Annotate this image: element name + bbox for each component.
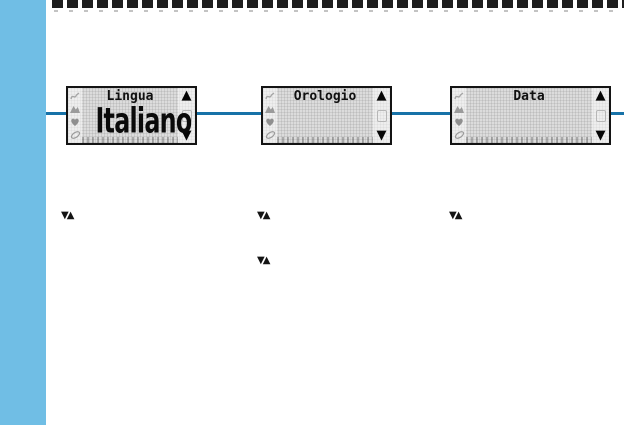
- exercise-curve-icon: [265, 92, 275, 100]
- down-arrow-icon: ▼: [595, 128, 606, 143]
- screen-title: Lingua: [106, 89, 154, 104]
- watch-button-icon: [595, 110, 606, 122]
- arrow-column: ▲ ▼: [373, 88, 390, 143]
- lcd-screen-orologio: Orologio ▲ ▼: [261, 86, 392, 145]
- altitude-icon: [70, 106, 80, 113]
- lcd-screen-lingua: Lingua Italiano ▲ ▼: [66, 86, 197, 145]
- heart-rate-icon: [266, 118, 274, 126]
- mode-icon-column: [452, 88, 466, 143]
- altitude-icon: [454, 106, 464, 113]
- running-shoe-icon: [265, 131, 275, 139]
- arrow-column: ▲ ▼: [592, 88, 609, 143]
- watch-button-icon: [181, 110, 192, 122]
- altitude-icon: [265, 106, 275, 113]
- screen-title: Data: [513, 89, 545, 104]
- lcd-display-area: Lingua Italiano: [82, 88, 192, 143]
- header-perforated-bar: [52, 0, 624, 8]
- exercise-curve-icon: [70, 92, 80, 100]
- up-arrow-icon: ▲: [595, 88, 606, 103]
- mode-icon-column: [68, 88, 82, 143]
- lcd-display-area: Orologio: [277, 88, 373, 143]
- updown-buttons-hint: ▼▲: [257, 255, 270, 266]
- lcd-screen-data: Data ▲ ▼: [450, 86, 611, 145]
- running-shoe-icon: [70, 131, 80, 139]
- heart-rate-icon: [71, 118, 79, 126]
- header-dotted-row: [54, 10, 624, 12]
- exercise-curve-icon: [454, 92, 464, 100]
- mode-icon-column: [263, 88, 277, 143]
- updown-buttons-hint: ▼▲: [61, 210, 74, 221]
- margin-accent-bar: [0, 0, 46, 425]
- down-arrow-icon: ▼: [181, 128, 192, 143]
- down-arrow-icon: ▼: [376, 128, 387, 143]
- up-arrow-icon: ▲: [376, 88, 387, 103]
- screen-value: Italiano: [95, 99, 192, 141]
- watch-button-icon: [376, 110, 387, 122]
- updown-buttons-hint: ▼▲: [257, 210, 270, 221]
- arrow-column: ▲ ▼: [178, 88, 195, 143]
- lcd-display-area: Data: [466, 88, 592, 143]
- screen-title: Orologio: [293, 89, 357, 104]
- running-shoe-icon: [454, 131, 464, 139]
- heart-rate-icon: [455, 118, 463, 126]
- up-arrow-icon: ▲: [181, 88, 192, 103]
- updown-buttons-hint: ▼▲: [449, 210, 462, 221]
